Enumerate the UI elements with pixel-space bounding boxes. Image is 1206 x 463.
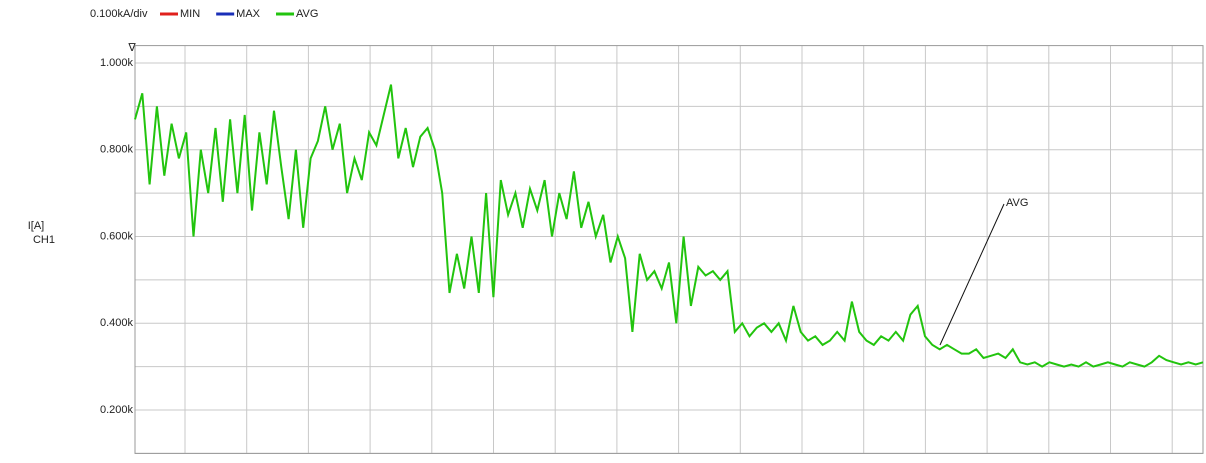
legend: MIN MAX AVG: [160, 8, 318, 20]
y-tick-label: 1.000k: [100, 57, 134, 69]
y-axis-label: I[A]: [28, 220, 45, 232]
annotation-leader: [939, 203, 1005, 346]
data-line: [134, 84, 1204, 368]
scale-label: 0.100kA/div: [90, 8, 148, 20]
annotation: AVG: [1006, 197, 1028, 209]
plot-frame: [134, 45, 1204, 454]
legend-label: AVG: [296, 8, 318, 20]
y-tick-label: 0.600k: [100, 230, 134, 242]
y-tick-label: 0.800k: [100, 144, 134, 156]
legend-label: MAX: [236, 8, 261, 20]
legend-label: MIN: [180, 8, 200, 20]
y-tick-label: 0.400k: [100, 317, 134, 329]
y-tick-label: 0.200k: [100, 404, 134, 416]
y-axis-label: CH1: [33, 234, 55, 246]
marker: ∇: [127, 42, 136, 54]
